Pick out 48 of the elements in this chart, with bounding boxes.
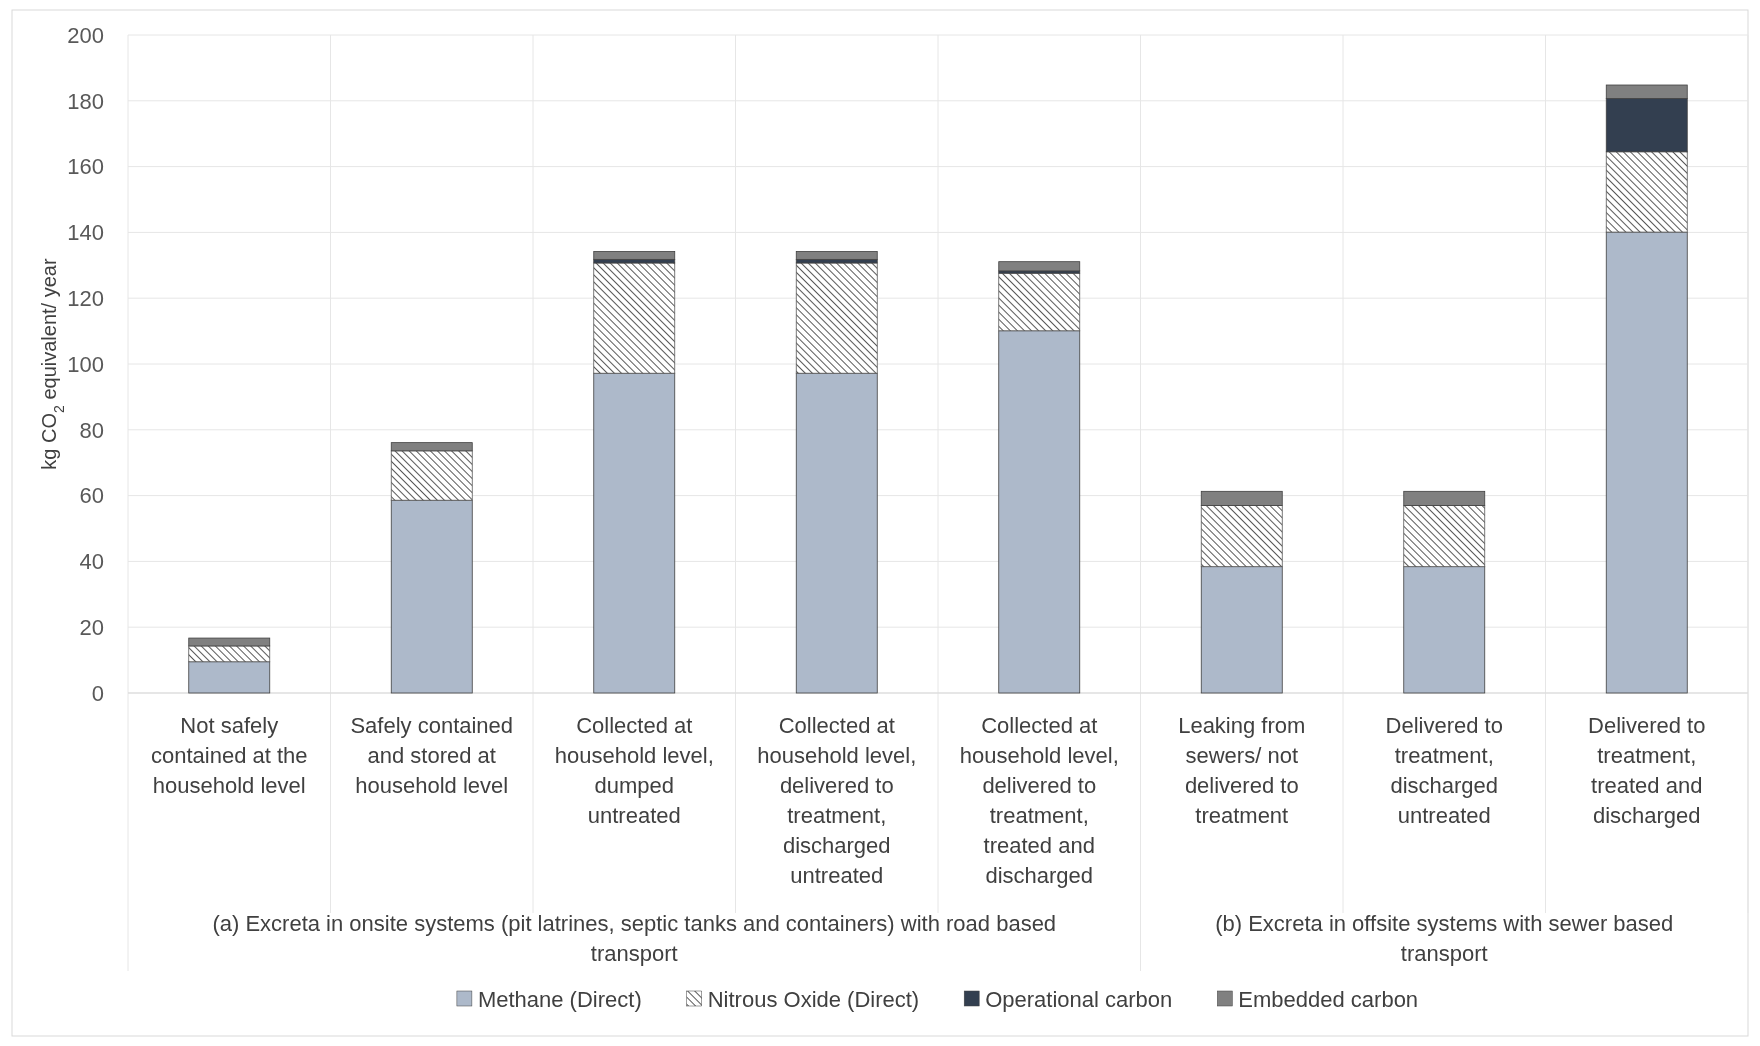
y-tick-label: 80 [79,417,104,443]
bar [188,661,271,694]
bar [1200,490,1283,506]
y-tick-label: 40 [79,549,104,575]
y-tick-label: 100 [67,351,104,377]
y-tick-label: 180 [67,88,104,114]
bar [998,272,1081,332]
x-tick-label: Leaking from sewers/ not delivered to treatment [1178,713,1306,828]
x-tick-label: Collected at household level, dumped untreated [554,713,714,828]
bar [1605,151,1688,233]
x-tick-label: Safely contained and stored at household level [350,713,514,798]
bar [188,637,271,647]
bar [795,262,878,374]
bar [795,251,878,260]
x-tick-label: Delivered to treatment, treated and discharged [1588,713,1706,828]
y-tick-label: 160 [67,154,104,180]
y-tick-label: 60 [79,483,104,509]
bar [1200,505,1283,568]
bar [998,330,1081,694]
x-tick-label: Not safely contained at the household level [150,713,308,798]
y-tick-label: 20 [79,614,104,640]
bar [1605,231,1688,694]
bar [390,450,473,501]
bar [390,442,473,452]
bar [593,251,676,260]
text: (b) Excreta in offsite systems with sewer based transport [1215,911,1674,966]
legend-label: Nitrous Oxide (Direct) [707,986,920,1012]
bar [795,372,878,694]
y-tick-label: 120 [67,285,104,311]
bar [1200,566,1283,694]
bar [1403,505,1486,568]
y-tick-label: 200 [67,22,104,48]
bar [188,645,271,663]
y-tick-label: 140 [67,220,104,246]
bar [1403,490,1486,506]
x-tick-label: Collected at household level, delivered to treatment, discharged untreated [757,713,917,888]
bar [593,372,676,694]
bar [593,262,676,374]
x-tick-label: Delivered to treatment, discharged untreated [1385,713,1503,828]
legend-label: Methane (Direct) [477,986,642,1012]
bar [1403,566,1486,694]
legend-label: Operational carbon [985,986,1173,1012]
text: (a) Excreta in onsite systems (pit latrines, septic tanks and containers) with road based transport [212,911,1057,966]
bar [390,499,473,694]
y-tick-label: 0 [91,680,104,706]
legend-label: Embedded carbon [1238,986,1419,1012]
x-tick-label: Collected at household level, delivered to treatment, treated and discharged [959,713,1119,888]
bar [998,261,1081,272]
